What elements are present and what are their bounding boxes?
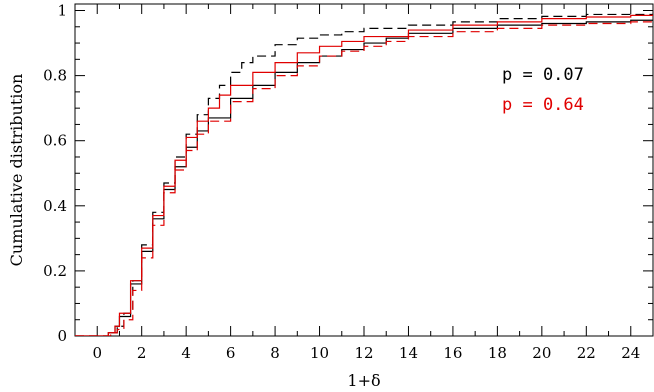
- series-line-1: [75, 13, 653, 336]
- x-axis-title: 1+δ: [347, 371, 380, 390]
- y-tick-label: 0.2: [43, 262, 67, 280]
- x-tick-label: 4: [181, 344, 191, 362]
- x-tick-label: 14: [399, 344, 418, 362]
- x-tick-label: 24: [621, 344, 640, 362]
- x-tick-label: 20: [532, 344, 551, 362]
- x-tick-label: 6: [226, 344, 236, 362]
- y-tick-label: 0.8: [43, 67, 67, 85]
- series-line-3: [75, 20, 653, 336]
- x-tick-label: 16: [443, 344, 462, 362]
- x-tick-label: 2: [137, 344, 147, 362]
- series-layer: [75, 13, 653, 336]
- x-tick-label: 0: [92, 344, 102, 362]
- x-tick-label: 22: [577, 344, 596, 362]
- series-line-2: [75, 14, 653, 336]
- p-value-annotation-black: p = 0.07: [502, 65, 584, 85]
- y-tick-label: 0.6: [43, 132, 67, 150]
- axis-ticks: [74, 4, 654, 337]
- x-tick-label: 12: [354, 344, 373, 362]
- x-tick-label: 18: [488, 344, 507, 362]
- p-value-annotation-red: p = 0.64: [502, 95, 584, 115]
- y-tick-label: 1: [57, 2, 67, 20]
- x-tick-label: 8: [270, 344, 280, 362]
- y-tick-label: 0.4: [43, 197, 67, 215]
- plot-frame: [74, 3, 654, 337]
- y-axis-title: Cumulative distribution: [7, 74, 26, 267]
- y-tick-label: 0: [57, 327, 67, 345]
- x-tick-label: 10: [310, 344, 329, 362]
